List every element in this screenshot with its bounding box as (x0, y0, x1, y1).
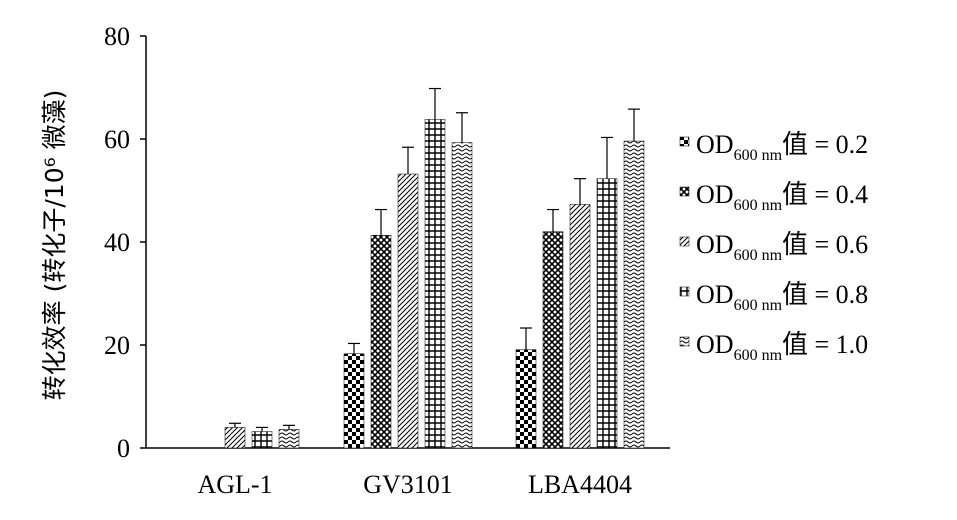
bars-layer (224, 87, 645, 449)
x-axis-labels: AGL-1 GV3101 LBA4404 (197, 470, 632, 499)
bar (451, 142, 473, 449)
legend-label: OD600 nm值 = 0.6 (696, 230, 868, 264)
bar (224, 427, 246, 449)
legend-label: OD600 nm值 = 1.0 (696, 330, 868, 364)
legend-label: OD600 nm值 = 0.2 (696, 130, 868, 164)
legend: OD600 nm值 = 0.2 OD600 nm值 = 0.4 OD600 nm值 … (679, 130, 868, 364)
bar (278, 429, 300, 449)
y-tick-label: 40 (104, 228, 130, 257)
bar (343, 353, 365, 449)
legend-label: OD600 nm值 = 0.8 (696, 280, 868, 314)
legend-swatch (679, 236, 690, 247)
y-tick-label: 60 (104, 125, 130, 154)
x-tick-label: LBA4404 (528, 470, 632, 499)
bar (569, 204, 591, 449)
bar (424, 119, 446, 449)
bar (397, 173, 419, 449)
bar (515, 349, 537, 449)
bar (542, 231, 564, 449)
bar (251, 431, 273, 449)
bar (596, 178, 618, 449)
bar (370, 235, 392, 449)
x-tick-label: AGL-1 (197, 470, 272, 499)
legend-swatch (679, 186, 690, 197)
x-tick-label: GV3101 (363, 470, 453, 499)
legend-swatch (679, 136, 690, 147)
y-tick-label: 20 (104, 331, 130, 360)
y-tick-label: 0 (117, 434, 130, 463)
legend-label: OD600 nm值 = 0.4 (696, 180, 868, 214)
bar (623, 140, 645, 449)
legend-swatch (679, 336, 690, 347)
legend-swatch (679, 286, 690, 297)
y-axis-label: 转化效率 (转化子/10⁶ 微藻) (40, 90, 69, 401)
y-tick-label: 80 (104, 22, 130, 51)
